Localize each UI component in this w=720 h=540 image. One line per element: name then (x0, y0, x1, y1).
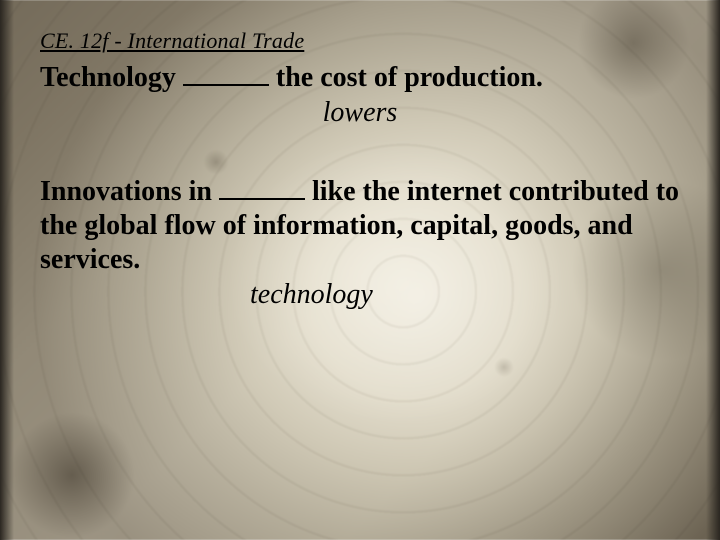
fill-blank-1 (183, 62, 269, 86)
sentence-1-prefix: Technology (40, 62, 183, 93)
fill-blank-2 (219, 176, 305, 200)
slide-heading: CE. 12f - International Trade (40, 28, 680, 54)
sentence-1-suffix: the cost of production. (269, 62, 543, 93)
sentence-2: Innovations in like the internet contrib… (40, 175, 680, 277)
answer-2: technology (250, 279, 680, 311)
sentence-1: Technology the cost of production. (40, 60, 680, 95)
answer-1: lowers (40, 97, 680, 129)
sentence-2-prefix: Innovations in (40, 176, 219, 207)
slide-content: CE. 12f - International Trade Technology… (0, 0, 720, 540)
